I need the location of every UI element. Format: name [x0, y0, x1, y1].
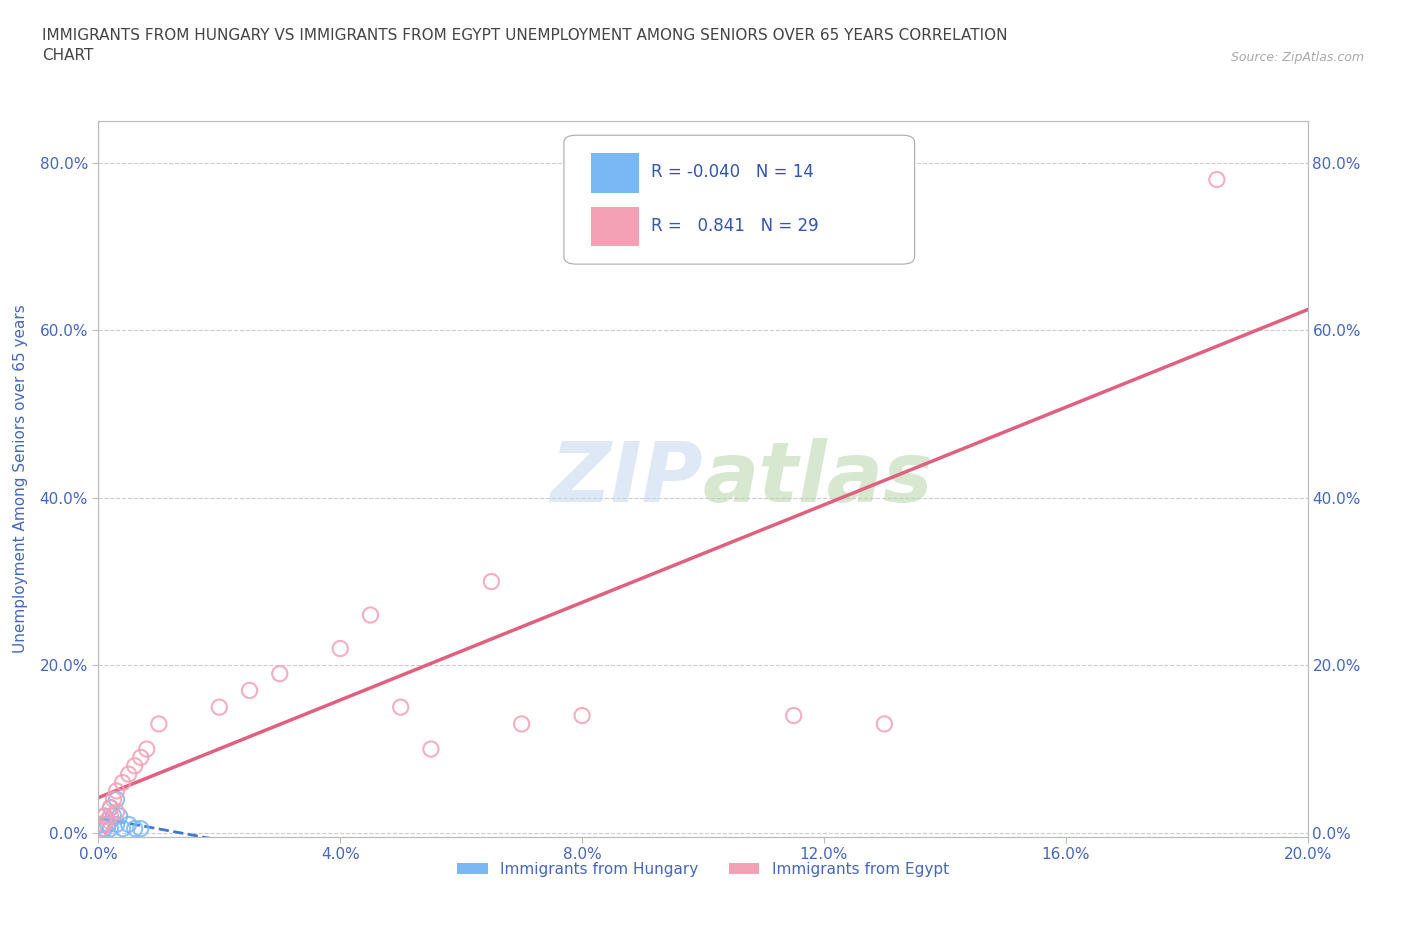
Point [96, 817, 118, 831]
Point [208, 699, 231, 714]
Point [360, 607, 382, 622]
Point [108, 808, 131, 823]
Text: ZIP: ZIP [550, 438, 703, 520]
Point [118, 766, 141, 781]
Point [692, 222, 714, 237]
Point [105, 791, 128, 806]
Text: IMMIGRANTS FROM HUNGARY VS IMMIGRANTS FROM EGYPT UNEMPLOYMENT AMONG SENIORS OVER: IMMIGRANTS FROM HUNGARY VS IMMIGRANTS FR… [42, 28, 1008, 62]
Legend: Immigrants from Hungary, Immigrants from Egypt: Immigrants from Hungary, Immigrants from… [451, 856, 955, 884]
Point [571, 708, 593, 723]
Point [103, 808, 125, 823]
Point [873, 716, 896, 731]
Point [100, 800, 122, 815]
Point [481, 574, 503, 589]
Point [105, 804, 128, 819]
Point [129, 821, 152, 836]
Point [105, 817, 128, 831]
Bar [591, 206, 638, 246]
Point [90, 817, 112, 831]
Point [93, 808, 115, 823]
Point [93, 808, 115, 823]
Point [100, 821, 122, 836]
Y-axis label: Unemployment Among Seniors over 65 years: Unemployment Among Seniors over 65 years [14, 305, 28, 653]
Text: Source: ZipAtlas.com: Source: ZipAtlas.com [1230, 51, 1364, 64]
Point [111, 775, 134, 790]
Text: R =   0.841   N = 29: R = 0.841 N = 29 [651, 218, 818, 235]
Point [420, 741, 443, 756]
Point [783, 708, 806, 723]
Point [103, 791, 125, 806]
Point [124, 821, 146, 836]
Point [329, 641, 352, 656]
Point [239, 683, 262, 698]
Point [124, 758, 146, 773]
Point [118, 817, 141, 831]
Point [148, 716, 170, 731]
Point [100, 800, 122, 815]
Bar [591, 153, 638, 193]
Point [90, 821, 112, 836]
Point [135, 741, 157, 756]
Text: R = -0.040   N = 14: R = -0.040 N = 14 [651, 164, 814, 181]
Point [100, 808, 122, 823]
Point [93, 821, 115, 836]
Point [129, 750, 152, 764]
Point [510, 716, 533, 731]
Point [93, 817, 115, 831]
Point [105, 783, 128, 798]
Point [389, 699, 412, 714]
Point [96, 813, 118, 828]
FancyBboxPatch shape [564, 135, 915, 264]
Point [111, 821, 134, 836]
Point [1206, 172, 1229, 187]
Text: atlas: atlas [703, 438, 934, 520]
Point [269, 666, 291, 681]
